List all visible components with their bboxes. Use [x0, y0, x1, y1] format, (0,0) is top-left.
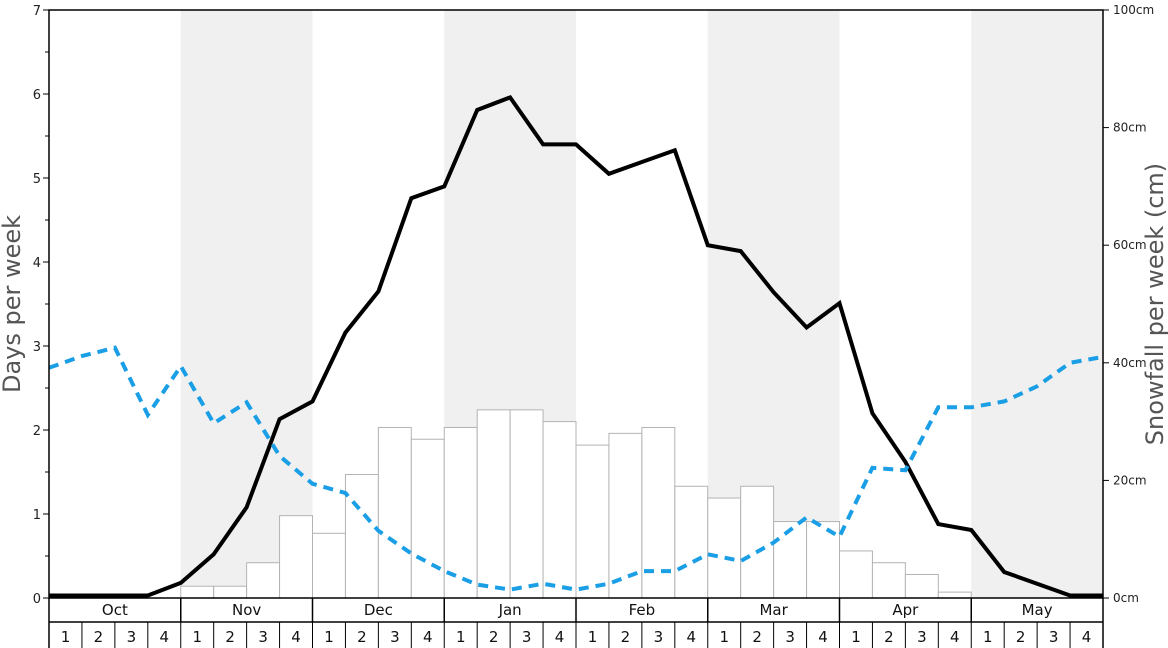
snowfall-bar — [608, 432, 643, 599]
right-y-axis: 0cm 20cm 40cm 60cm 80cm 100cm — [1103, 3, 1154, 605]
week-label: 1 — [456, 628, 466, 646]
snowfall-bar — [279, 515, 313, 599]
right-axis-title: Snowfall per week (cm) — [1141, 163, 1168, 445]
snowfall-bar — [707, 497, 742, 599]
snowfall-bar — [575, 444, 610, 599]
snowfall-bar — [904, 573, 939, 599]
week-label: 1 — [61, 628, 71, 646]
snowfall-bar — [476, 409, 511, 599]
snowfall-bar — [246, 562, 281, 599]
week-label: 4 — [291, 628, 301, 646]
week-label: 1 — [983, 628, 993, 646]
week-label: 2 — [357, 628, 367, 646]
snowfall-bar — [213, 585, 248, 599]
month-label: Jan — [498, 601, 522, 619]
week-label: 4 — [950, 628, 960, 646]
snowfall-bar — [542, 421, 577, 599]
right-tick-label: 60cm — [1113, 238, 1147, 252]
week-label: 4 — [818, 628, 828, 646]
dashed-line-series — [48, 345, 1104, 592]
snowfall-bar — [312, 532, 346, 599]
week-label: 1 — [192, 628, 202, 646]
week-label: 1 — [719, 628, 729, 646]
week-x-axis: 1 2 3 4 1 2 3 4 1 2 3 4 1 2 3 4 1 2 3 4 1 2 3 4 1 2 3 4 1 2 3 4 — [48, 622, 1092, 648]
week-label: 1 — [324, 628, 334, 646]
week-label: 2 — [94, 628, 104, 646]
week-label: 4 — [555, 628, 565, 646]
week-label: 3 — [1049, 628, 1059, 646]
week-label: 3 — [785, 628, 795, 646]
left-tick-label: 3 — [33, 340, 41, 355]
snowfall-bar — [937, 591, 972, 599]
snowfall-bar — [773, 521, 808, 599]
month-label: Apr — [892, 601, 919, 619]
left-tick-label: 4 — [33, 256, 41, 271]
snowfall-bar — [180, 585, 215, 599]
right-tick-label: 40cm — [1113, 356, 1147, 370]
snowfall-bar — [410, 438, 445, 599]
week-label: 4 — [160, 628, 170, 646]
week-label: 1 — [851, 628, 861, 646]
left-tick-label: 0 — [33, 592, 41, 607]
week-label: 2 — [1016, 628, 1026, 646]
month-label: Dec — [364, 601, 393, 619]
week-label: 3 — [522, 628, 532, 646]
snowfall-bar — [377, 426, 412, 599]
month-label: Mar — [759, 601, 788, 619]
month-label: Feb — [629, 601, 656, 619]
right-tick-label: 100cm — [1113, 3, 1154, 17]
days-lines — [48, 94, 1104, 598]
left-tick-label: 7 — [33, 4, 41, 19]
solid-line-series — [49, 94, 1103, 598]
month-band-may — [971, 10, 1103, 598]
week-label: 3 — [127, 628, 137, 646]
snowfall-bar — [674, 485, 709, 599]
snowfall-bar — [839, 550, 873, 599]
left-tick-label: 2 — [33, 424, 41, 439]
snowfall-bar — [509, 409, 544, 599]
month-band-apr — [839, 10, 972, 598]
week-label: 3 — [917, 628, 927, 646]
week-label: 2 — [752, 628, 762, 646]
month-label: May — [1022, 601, 1053, 619]
snowfall-bar — [871, 562, 906, 599]
week-label: 4 — [1082, 628, 1092, 646]
month-band-nov — [180, 10, 313, 598]
snowfall-bar — [740, 485, 775, 599]
left-tick-label: 5 — [33, 172, 41, 187]
week-label: 4 — [423, 628, 433, 646]
left-axis-title: Days per week — [0, 215, 26, 393]
snowfall-bar — [344, 474, 379, 599]
month-label: Nov — [232, 601, 261, 619]
month-band-oct — [49, 10, 181, 598]
week-label: 3 — [390, 628, 400, 646]
week-label: 3 — [258, 628, 268, 646]
week-label: 2 — [884, 628, 894, 646]
week-label: 2 — [621, 628, 631, 646]
week-label: 1 — [588, 628, 598, 646]
week-label: 2 — [489, 628, 499, 646]
right-tick-label: 0cm — [1113, 591, 1139, 605]
month-label: Oct — [102, 601, 128, 619]
left-tick-label: 6 — [33, 88, 41, 103]
left-y-axis: 0 1 2 3 4 5 6 7 — [33, 4, 49, 607]
left-tick-label: 1 — [33, 508, 41, 523]
week-label: 2 — [225, 628, 235, 646]
week-label: 3 — [654, 628, 664, 646]
right-tick-label: 80cm — [1113, 121, 1147, 135]
right-tick-label: 20cm — [1113, 473, 1147, 487]
week-label: 4 — [687, 628, 697, 646]
